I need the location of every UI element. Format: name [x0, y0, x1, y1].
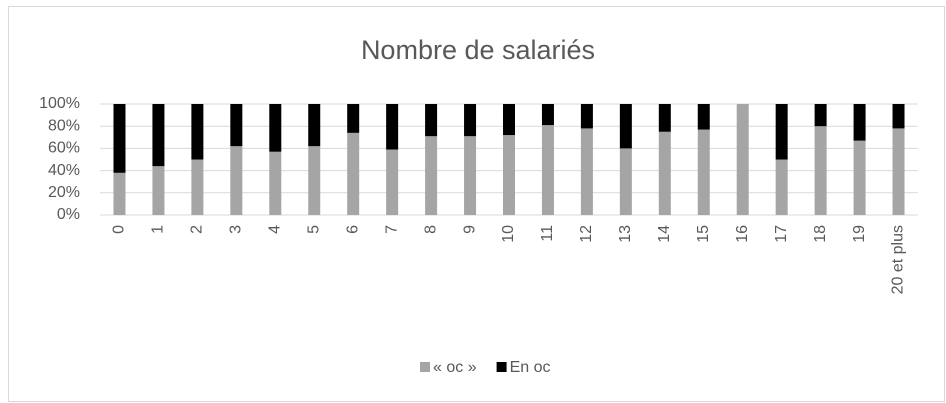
x-tick-label: 7	[383, 225, 400, 234]
legend-swatch	[496, 362, 507, 372]
x-tick-label: 6	[344, 225, 361, 234]
x-tick-label: 14	[656, 225, 673, 243]
bar-segment	[892, 104, 905, 129]
x-tick-label: 12	[578, 225, 595, 243]
x-tick-label: 0	[111, 225, 128, 234]
legend-swatch	[420, 362, 430, 372]
y-tick-label: 40%	[48, 162, 80, 179]
x-tick-label: 16	[734, 225, 751, 243]
y-tick-label: 20%	[48, 184, 80, 201]
bar-segment	[775, 104, 788, 160]
bar-segment	[814, 104, 827, 127]
bar-segment	[347, 132, 360, 215]
bar-segment	[152, 166, 165, 215]
bar-segment	[230, 104, 243, 147]
bar-segment	[736, 104, 749, 215]
bar-segment	[580, 128, 593, 215]
chart-title: Nombre de salariés	[361, 35, 595, 65]
y-tick-label: 60%	[48, 140, 80, 157]
bar-segment	[308, 104, 321, 147]
y-tick-label: 0%	[57, 206, 80, 223]
bar-segment	[697, 129, 710, 215]
bar-segment	[113, 172, 126, 215]
bar-segment	[269, 151, 282, 215]
legend-label: « oc »	[433, 359, 477, 376]
chart-border	[8, 6, 945, 402]
x-tick-label: 18	[812, 225, 829, 243]
bar-segment	[269, 104, 282, 152]
x-tick-label: 13	[617, 225, 634, 243]
bar-segment	[619, 148, 632, 215]
x-tick-label: 17	[773, 225, 790, 243]
bar-segment	[230, 146, 243, 215]
x-tick-label: 15	[695, 225, 712, 243]
bar-segment	[113, 104, 126, 173]
x-tick-label: 4	[267, 225, 284, 234]
bar-segment	[152, 104, 165, 167]
bar-segment	[191, 104, 204, 160]
bar-segment	[814, 126, 827, 215]
x-tick-label: 10	[500, 225, 517, 243]
bar-segment	[503, 104, 515, 136]
legend-label: En oc	[510, 359, 551, 376]
bar-segment	[619, 104, 632, 149]
bar-segment	[658, 131, 671, 215]
bar-segment	[191, 159, 204, 215]
bar-segment	[386, 104, 399, 150]
x-tick-label: 2	[189, 225, 206, 234]
bar-segment	[658, 104, 671, 132]
bar-segment	[892, 128, 905, 215]
bar-segment	[347, 104, 360, 133]
bar-segment	[853, 140, 866, 215]
bar-segment	[775, 159, 788, 215]
bar-segment	[580, 104, 593, 129]
x-tick-label: 11	[539, 225, 556, 242]
bar-segment	[541, 104, 554, 126]
x-tick-label: 8	[422, 225, 439, 234]
y-tick-label: 100%	[39, 95, 80, 112]
x-tick-label: 3	[228, 225, 245, 234]
bar-segment	[541, 125, 554, 215]
x-tick-label: 9	[461, 225, 478, 234]
x-tick-label: 19	[851, 225, 868, 243]
bar-segment	[464, 136, 477, 215]
bar-segment	[503, 135, 515, 215]
bar-segment	[697, 104, 710, 130]
bar-segment	[386, 149, 399, 215]
bar-segment	[425, 104, 438, 137]
bar-segment	[464, 104, 477, 137]
x-tick-label: 5	[305, 225, 322, 234]
x-tick-label: 20 et plus	[890, 225, 907, 294]
bar-segment	[425, 136, 438, 215]
bar-segment	[308, 146, 321, 215]
x-tick-label: 1	[150, 225, 167, 234]
bar-segment	[853, 104, 866, 141]
y-tick-label: 80%	[48, 117, 80, 134]
